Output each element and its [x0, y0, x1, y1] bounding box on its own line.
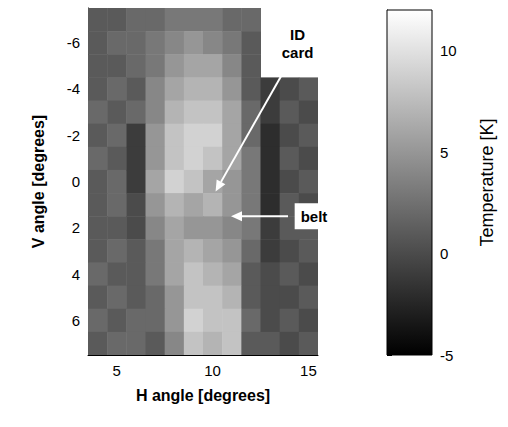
svg-text:ID: ID — [290, 26, 305, 43]
svg-text:10: 10 — [440, 42, 457, 59]
svg-text:6: 6 — [72, 312, 80, 329]
svg-text:-4: -4 — [67, 80, 80, 97]
svg-text:-6: -6 — [67, 34, 80, 51]
svg-text:-2: -2 — [67, 127, 80, 144]
svg-text:15: 15 — [300, 362, 317, 379]
svg-text:0: 0 — [440, 245, 448, 262]
svg-text:V angle [degrees]: V angle [degrees] — [30, 115, 47, 248]
svg-text:2: 2 — [72, 219, 80, 236]
svg-text:0: 0 — [72, 173, 80, 190]
svg-text:H angle [degrees]: H angle [degrees] — [136, 387, 270, 404]
svg-text:5: 5 — [440, 144, 448, 161]
svg-text:card: card — [282, 44, 314, 61]
svg-text:-5: -5 — [440, 347, 453, 364]
svg-text:4: 4 — [72, 266, 80, 283]
svg-text:belt: belt — [301, 208, 328, 225]
svg-text:10: 10 — [204, 362, 221, 379]
svg-text:5: 5 — [113, 362, 121, 379]
svg-text:Temperature [K]: Temperature [K] — [477, 118, 497, 246]
